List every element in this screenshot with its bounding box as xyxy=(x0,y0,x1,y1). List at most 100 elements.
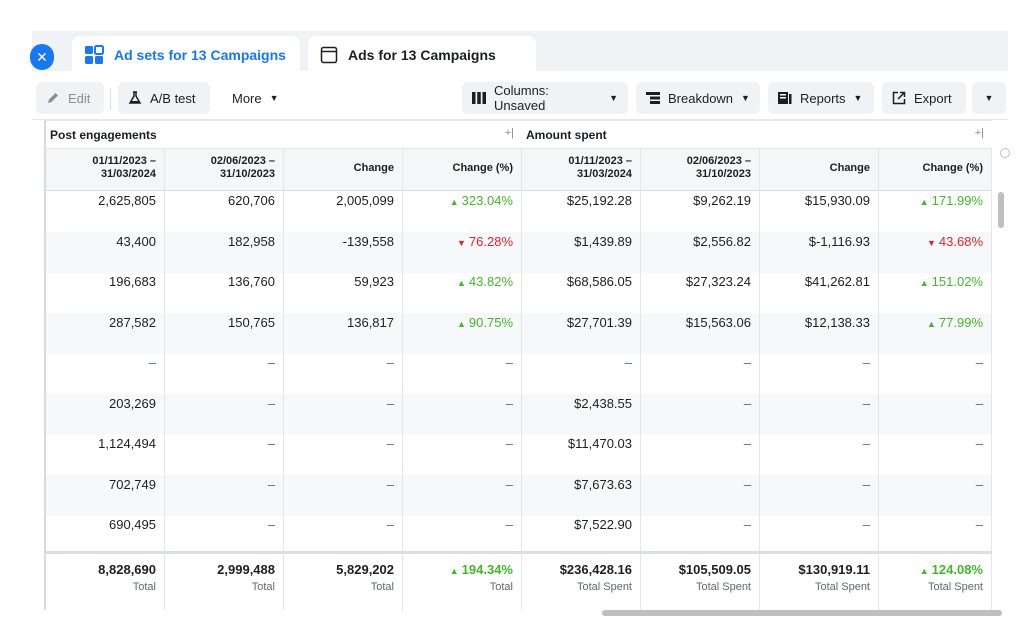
column-header[interactable]: 02/06/2023 – 31/10/2023 xyxy=(641,149,760,191)
cell-value: – xyxy=(743,517,751,532)
cell-value: – xyxy=(267,517,275,532)
table-cell: ▲ 171.99% xyxy=(879,191,992,232)
toolbar: Edit A/B test More ▼ Columns: Unsaved ▼ … xyxy=(32,74,1008,120)
total-cell: ▲ 194.34% Total xyxy=(403,554,522,610)
total-value-text: 194.34% xyxy=(461,562,513,577)
table-cell: ▼ 76.28% xyxy=(403,231,522,273)
cell-value: – xyxy=(975,436,983,451)
column-header[interactable]: Change xyxy=(760,149,879,191)
table-cell: 690,495 xyxy=(46,515,165,556)
cell-value: 136,760 xyxy=(228,274,275,289)
triangle-down-icon: ▼ xyxy=(926,237,936,248)
table-cell: – xyxy=(403,515,522,556)
cell-value: $7,522.90 xyxy=(574,517,632,532)
tab-ad-sets[interactable]: Ad sets for 13 Campaigns xyxy=(72,36,300,74)
export-button[interactable]: Export xyxy=(882,82,966,114)
breakdown-label: Breakdown xyxy=(668,90,734,106)
edit-label: Edit xyxy=(68,90,91,106)
table-cell: 287,582 xyxy=(46,312,165,354)
cell-value: $-1,116.93 xyxy=(808,233,870,249)
breakdown-icon xyxy=(646,92,660,104)
reports-label: Reports xyxy=(800,90,846,106)
pin-column-icon[interactable]: +| xyxy=(974,127,984,139)
tab-ad-sets-label: Ad sets for 13 Campaigns xyxy=(114,47,286,63)
table-row[interactable] xyxy=(46,231,992,273)
cell-value: 76.28% xyxy=(468,233,513,249)
table-row[interactable] xyxy=(46,312,992,354)
total-value: $236,428.16 xyxy=(559,562,632,577)
cell-value: 203,269 xyxy=(109,395,156,411)
table-cell: – xyxy=(760,353,879,394)
table-cell: – xyxy=(284,474,403,516)
export-icon xyxy=(892,91,906,105)
toolbar-divider xyxy=(110,88,111,110)
total-value: 2,999,488 xyxy=(217,562,275,577)
close-icon[interactable]: ✕ xyxy=(30,44,54,70)
horizontal-scrollbar[interactable] xyxy=(602,610,1002,616)
table-cell: – xyxy=(522,353,641,394)
cell-value: 620,706 xyxy=(228,193,275,208)
cell-value: – xyxy=(505,395,513,411)
column-header[interactable]: 02/06/2023 – 31/10/2023 xyxy=(165,149,284,191)
columns-label: Columns: Unsaved xyxy=(494,83,549,113)
column-header[interactable]: 01/11/2023 – 31/03/2024 xyxy=(46,149,165,191)
table-cell: $9,262.19 xyxy=(641,191,760,232)
export-label: Export xyxy=(914,90,952,106)
table-row[interactable] xyxy=(46,474,992,516)
data-table: Post engagements +| Amount spent +| 01/1… xyxy=(32,120,992,610)
cell-value: – xyxy=(743,355,751,370)
cell-value: $2,438.55 xyxy=(574,395,632,411)
total-cell: $105,509.05 Total Spent xyxy=(641,554,760,610)
total-label: Total xyxy=(132,581,156,593)
tab-ads[interactable]: Ads for 13 Campaigns xyxy=(308,36,536,74)
breakdown-button[interactable]: Breakdown ▼ xyxy=(636,82,760,114)
total-cell: 8,828,690 Total xyxy=(46,554,165,610)
cell-value: 196,683 xyxy=(109,274,156,289)
cell-value: $25,192.28 xyxy=(566,193,632,208)
table-row[interactable] xyxy=(46,393,992,435)
reports-icon xyxy=(778,91,792,105)
table-cell: ▼ 43.68% xyxy=(879,231,992,273)
cell-value: – xyxy=(505,476,513,492)
cell-value: 59,923 xyxy=(354,274,394,289)
cell-value: 136,817 xyxy=(347,314,394,330)
column-header[interactable]: Change (%) xyxy=(879,149,992,191)
cell-value: – xyxy=(386,395,394,411)
cell-value: $15,563.06 xyxy=(685,314,751,330)
table-cell: ▲ 90.75% xyxy=(403,312,522,354)
table-cell: – xyxy=(403,434,522,475)
table-cell: 203,269 xyxy=(46,393,165,435)
columns-button[interactable]: Columns: Unsaved ▼ xyxy=(462,82,628,114)
triangle-up-icon: ▲ xyxy=(456,318,466,329)
table-cell: 620,706 xyxy=(165,191,284,232)
ab-test-label: A/B test xyxy=(150,90,196,106)
caret-down-icon: ▼ xyxy=(609,93,618,103)
cell-value: – xyxy=(267,395,275,411)
total-value: 5,829,202 xyxy=(336,562,394,577)
cell-value: 90.75% xyxy=(468,314,513,330)
total-label: Total xyxy=(251,581,275,593)
reports-button[interactable]: Reports ▼ xyxy=(768,82,874,114)
export-menu-button[interactable]: ▼ xyxy=(972,82,1006,114)
table-cell: – xyxy=(403,353,522,394)
table-cell: – xyxy=(165,515,284,556)
cell-value: 690,495 xyxy=(109,517,156,532)
column-header[interactable]: Change xyxy=(284,149,403,191)
column-header[interactable]: Change (%) xyxy=(403,149,522,191)
ab-test-button[interactable]: A/B test xyxy=(118,82,210,114)
total-label: Total Spent xyxy=(576,581,632,593)
table-cell: $25,192.28 xyxy=(522,191,641,232)
column-header[interactable]: 01/11/2023 – 31/03/2024 xyxy=(522,149,641,191)
cell-value: – xyxy=(862,395,870,411)
cell-value: 2,625,805 xyxy=(98,193,156,208)
add-column-icon[interactable] xyxy=(1000,148,1010,158)
table-cell: 59,923 xyxy=(284,272,403,313)
cell-value: 77.99% xyxy=(938,314,983,330)
pin-column-icon[interactable]: +| xyxy=(504,127,514,139)
vertical-scrollbar[interactable] xyxy=(998,192,1004,228)
more-button[interactable]: More ▼ xyxy=(222,82,290,114)
table-cell: – xyxy=(165,474,284,516)
edit-button[interactable]: Edit xyxy=(36,82,104,114)
table-cell: $27,323.24 xyxy=(641,272,760,313)
total-value: ▲ 124.08% xyxy=(879,562,983,577)
